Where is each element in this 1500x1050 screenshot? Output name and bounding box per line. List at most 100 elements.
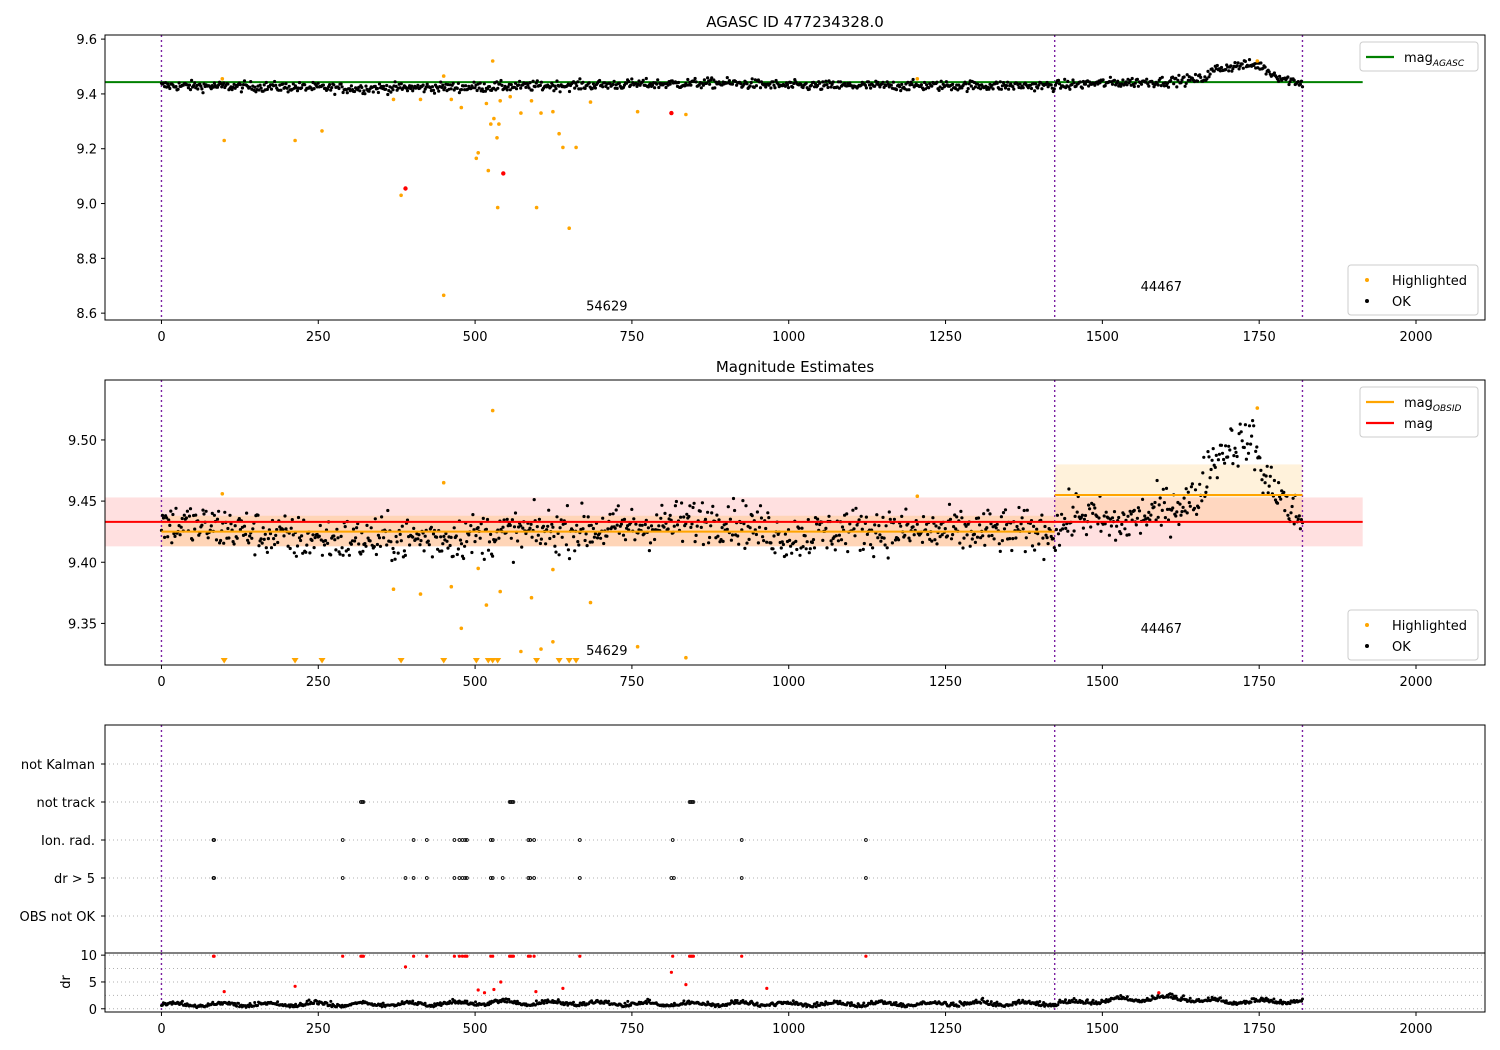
ok-point (575, 523, 579, 527)
ok-point (212, 513, 216, 517)
ok-point (218, 541, 222, 545)
data-point (864, 954, 868, 958)
ok-point (1003, 86, 1008, 90)
data-point (588, 100, 593, 104)
data-point (460, 954, 465, 958)
ok-point (965, 89, 969, 94)
ok-point (386, 508, 390, 513)
ok-point (864, 86, 869, 90)
clipped-marker (220, 658, 228, 664)
dr-point (515, 999, 519, 1003)
ok-point (716, 534, 720, 538)
ok-point (242, 524, 247, 528)
ok-point (1075, 510, 1079, 514)
ok-point (911, 525, 915, 529)
ok-point (767, 516, 771, 520)
ok-point (780, 540, 784, 544)
ok-point (871, 546, 875, 550)
ok-point (1219, 65, 1224, 70)
flag-marker (490, 876, 495, 880)
ok-point (1093, 83, 1097, 87)
flag-row-label: OBS not OK (20, 910, 96, 925)
ok-point (411, 89, 415, 93)
ok-point (824, 526, 828, 531)
legend-frame (1347, 264, 1479, 316)
ok-point (1261, 491, 1265, 495)
ok-point (690, 522, 694, 526)
ok-point (333, 538, 337, 542)
ok-point (1063, 516, 1067, 521)
ok-point (1164, 486, 1169, 490)
data-point (691, 954, 696, 958)
ok-point (750, 514, 754, 518)
ok-point (1020, 516, 1024, 520)
data-point (212, 954, 216, 958)
ok-point (367, 89, 371, 93)
ok-point (341, 90, 345, 95)
ok-point (1107, 533, 1111, 537)
ok-point (472, 80, 476, 84)
ok-point (1183, 509, 1187, 513)
legend-dot-swatch (1365, 299, 1369, 303)
ok-point (1185, 73, 1189, 77)
y-tick-label: 8.8 (76, 252, 97, 267)
ok-point (768, 82, 772, 86)
ok-point (704, 81, 709, 85)
ok-point (332, 83, 336, 87)
ok-point (228, 513, 232, 517)
ok-point (527, 86, 531, 90)
ok-point (1275, 501, 1280, 505)
ok-point (284, 82, 288, 86)
ok-point (749, 81, 753, 85)
ok-point (617, 81, 621, 85)
ok-point (1263, 65, 1267, 69)
ok-point (964, 82, 968, 86)
ok-point (372, 545, 376, 549)
ok-point (173, 534, 177, 539)
ok-point (958, 541, 962, 545)
data-point (551, 567, 555, 572)
x-tick-label: 1750 (1243, 1022, 1276, 1037)
ok-point (859, 514, 863, 518)
ok-point (1081, 79, 1085, 84)
data-point (519, 111, 523, 115)
ok-point (265, 550, 269, 555)
data-point (412, 954, 416, 958)
ok-point (253, 85, 257, 89)
ok-point (709, 524, 713, 528)
data-point (567, 226, 571, 230)
ok-point (1272, 71, 1276, 75)
ok-point (1006, 80, 1010, 84)
flag-marker (670, 838, 675, 842)
ok-point (589, 523, 593, 527)
ok-point (851, 508, 855, 512)
ok-point (398, 532, 402, 537)
data-point (484, 603, 489, 607)
ok-point (1210, 458, 1214, 462)
ok-point (509, 536, 513, 540)
ok-point (807, 551, 811, 555)
ok-point (865, 532, 870, 537)
x-tick-label: 750 (619, 675, 644, 690)
flag-marker (340, 876, 345, 880)
flag-marker (411, 876, 416, 880)
ok-point (408, 543, 412, 547)
ok-point (881, 515, 885, 520)
ok-point (922, 80, 927, 85)
ok-point (194, 513, 198, 517)
ok-point (238, 83, 242, 87)
ok-point (615, 523, 619, 527)
ok-point (968, 544, 972, 548)
ok-point (1110, 516, 1115, 520)
dr-point (920, 1002, 924, 1006)
ok-point (476, 526, 480, 530)
ok-point (1092, 503, 1096, 507)
flag-marker (526, 876, 531, 880)
ok-point (927, 86, 931, 90)
ok-point (881, 80, 885, 84)
ok-point (904, 507, 908, 511)
ok-point (649, 524, 654, 528)
dr-point (542, 1001, 546, 1005)
ok-point (363, 542, 367, 546)
ok-point (169, 509, 173, 513)
